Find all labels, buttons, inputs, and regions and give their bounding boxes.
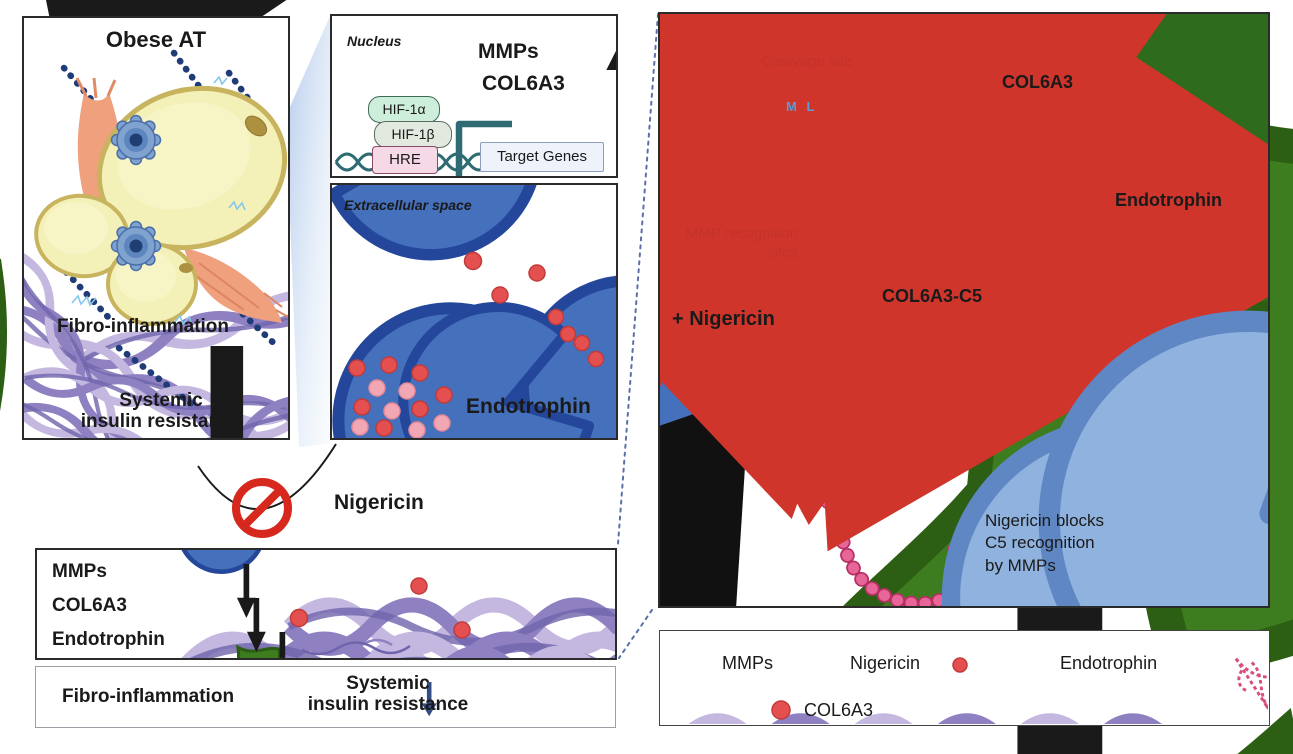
down-arrow-icon <box>236 564 256 618</box>
col6a3-down-label: COL6A3 <box>52 595 127 616</box>
col6a3-dot-icon <box>771 700 791 720</box>
legend-mmps-label: MMPs <box>722 653 773 673</box>
systemic-down-label: Systemic insulin resistance <box>307 673 469 716</box>
hif1a-box: HIF-1α <box>368 96 440 123</box>
ml-residues-label: M L <box>786 99 818 114</box>
endotrophin-dots <box>289 577 471 639</box>
up-arrow-icon <box>606 37 616 125</box>
plus-nigericin-label: + Nigericin <box>672 308 775 330</box>
extracellular-label: Extracellular space <box>344 197 472 213</box>
nigericin-label: Nigericin <box>334 491 424 514</box>
legend-panel: MMPs Nigericin Endotrophin COL6A3 <box>659 630 1270 726</box>
obese-at-title: Obese AT <box>105 27 207 52</box>
immune-cells <box>110 114 162 272</box>
nucleus-panel: Nucleus MMPs COL6A3 HIF-1α HIF-1β HRE Ta… <box>330 14 618 178</box>
fibro-down-label: Fibro-inflammation <box>62 686 235 707</box>
mechanism-panel: Cleavage site M L COL6A3 MMP recognition… <box>658 12 1270 608</box>
fibro-inflammation-label: Fibro-inflammation <box>56 316 230 337</box>
col6a3-c5-label: COL6A3-C5 <box>881 286 983 306</box>
hif1b-box: HIF-1β <box>374 121 452 148</box>
transcription-arrow-icon <box>455 120 512 176</box>
col6a3-label: COL6A3 <box>1002 72 1074 92</box>
cleavage-site-label: Cleavage site <box>761 53 853 70</box>
nigericin-effect-panel: MMPs COL6A3 Endotrophin <box>35 548 617 660</box>
obese-at-panel: Obese AT <box>22 16 290 440</box>
endotrophin-dot-icon <box>952 657 968 673</box>
legend-art <box>674 648 1268 724</box>
target-genes-box: Target Genes <box>480 142 604 172</box>
endotrophin-label: Endotrophin <box>1115 190 1222 210</box>
ecm-art <box>332 185 616 438</box>
legend-col6a3-label: COL6A3 <box>804 700 874 720</box>
mechanism-art <box>660 14 1268 606</box>
extracellular-panel: Extracellular space Endotrophin <box>330 183 618 440</box>
zoom-dashed-lines <box>617 13 659 659</box>
blocks-note: Nigericin blocks C5 recognition by MMPs <box>985 511 1105 575</box>
proteoglycan-zigzags <box>71 75 246 326</box>
col6a3-icon <box>674 720 1177 724</box>
mmps-up-label: MMPs <box>478 40 539 63</box>
endotrophin-dots <box>348 251 605 438</box>
systemic-insulin-label: Systemic insulin resistance <box>80 390 242 433</box>
legend-nigericin-label: Nigericin <box>850 653 921 673</box>
mmps-down-label: MMPs <box>52 561 107 582</box>
col6a3-up-label: COL6A3 <box>482 72 565 95</box>
hre-box: HRE <box>372 146 438 174</box>
loose-collagen <box>301 638 411 656</box>
adipose-tissue-art <box>24 49 288 438</box>
zoom-wedge <box>286 16 330 447</box>
endotrophin-down-label: Endotrophin <box>52 629 165 650</box>
mmp-recognition-label: MMP recognition sites <box>685 225 798 261</box>
down-panel-art <box>179 550 615 658</box>
endotrophin-icon <box>1235 648 1268 710</box>
nucleus-label: Nucleus <box>347 33 402 49</box>
prohibition-icon <box>232 478 292 538</box>
outcome-strip: Fibro-inflammation Systemic insulin resi… <box>35 666 616 728</box>
endotrophin-up-label: Endotrophin <box>466 395 591 418</box>
legend-endotrophin-label: Endotrophin <box>1060 653 1158 673</box>
